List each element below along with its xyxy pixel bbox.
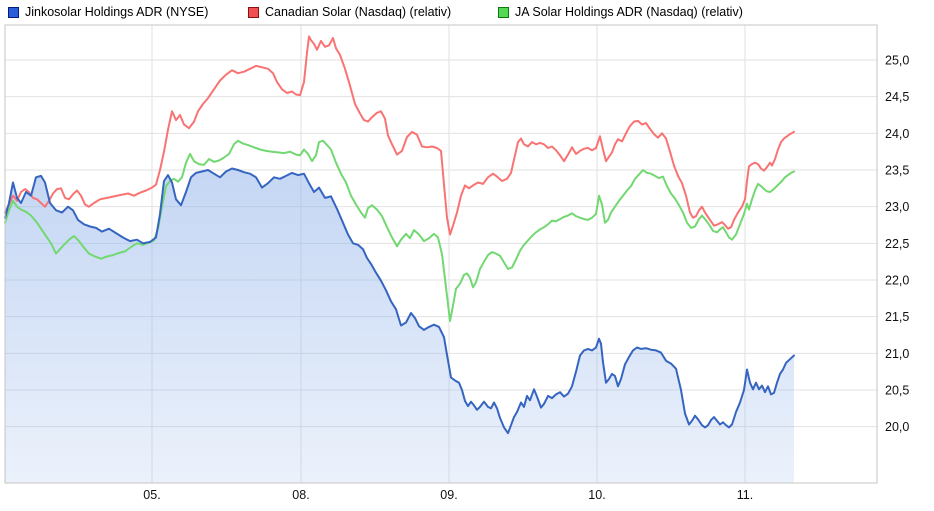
y-axis-tick-label: 23,5 — [885, 163, 909, 177]
legend-swatch-blue-icon — [8, 6, 19, 18]
y-axis-tick-label: 20,0 — [885, 420, 909, 434]
legend-label-canadian-solar: Canadian Solar (Nasdaq) (relativ) — [265, 5, 452, 19]
chart-legend: Jinkosolar Holdings ADR (NYSE) Canadian … — [0, 0, 934, 24]
legend-item-canadian-solar[interactable]: Canadian Solar (Nasdaq) (relativ) — [248, 5, 451, 19]
y-axis-tick-label: 25,0 — [885, 54, 909, 68]
x-axis-tick-label: 10. — [588, 488, 605, 502]
area-fill-jinkosolar — [5, 168, 794, 483]
legend-label-ja-solar: JA Solar Holdings ADR (Nasdaq) (relativ) — [515, 5, 743, 19]
legend-item-ja-solar[interactable]: JA Solar Holdings ADR (Nasdaq) (relativ) — [498, 5, 743, 19]
y-axis-tick-label: 22,5 — [885, 237, 909, 251]
plot-border — [4, 24, 878, 484]
x-axis-tick-label: 11. — [737, 488, 753, 502]
y-axis-tick-label: 22,0 — [885, 273, 909, 287]
y-axis-tick-label: 23,0 — [885, 200, 909, 214]
legend-swatch-red-icon — [248, 6, 259, 18]
series-line-canadian-solar — [4, 35, 795, 236]
legend-swatch-green-icon — [498, 6, 509, 18]
x-axis-tick-label: 08. — [292, 488, 309, 502]
legend-item-jinkosolar[interactable]: Jinkosolar Holdings ADR (NYSE) — [8, 5, 208, 19]
x-axis-tick-label: 05. — [143, 488, 160, 502]
series-line-ja-solar — [4, 139, 795, 323]
y-axis-tick-label: 24,0 — [885, 127, 909, 141]
y-axis-tick-label: 24,5 — [885, 90, 909, 104]
y-axis-tick-label: 21,5 — [885, 310, 909, 324]
y-axis-tick-label: 21,0 — [885, 347, 909, 361]
x-axis-tick-label: 09. — [440, 488, 457, 502]
legend-label-jinkosolar: Jinkosolar Holdings ADR (NYSE) — [25, 5, 209, 19]
series-line-jinkosolar — [4, 167, 795, 435]
y-axis-tick-label: 20,5 — [885, 383, 909, 397]
